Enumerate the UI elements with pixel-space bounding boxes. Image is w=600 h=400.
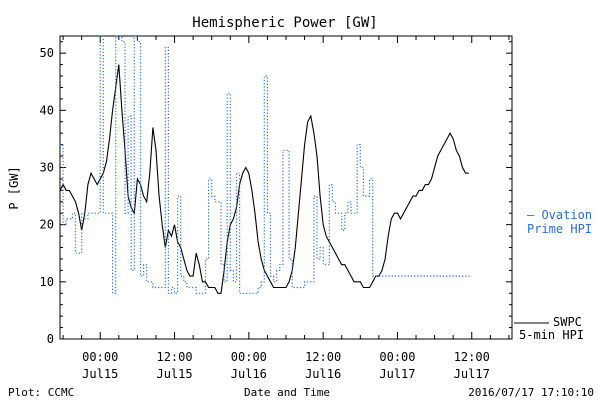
legend-ovation-line2: Prime HPI bbox=[527, 222, 592, 236]
legend: — Ovation Prime HPI SWPC 5-min HPI bbox=[514, 208, 592, 342]
x-tick-time: 00:00 bbox=[82, 350, 118, 364]
series-layer bbox=[59, 35, 472, 294]
footer-plot-credit: Plot: CCMC bbox=[8, 386, 74, 399]
x-tick-time: 00:00 bbox=[231, 350, 267, 364]
x-tick-date: Jul17 bbox=[454, 367, 490, 381]
y-axis-label: P [GW] bbox=[7, 166, 21, 209]
y-tick-label: 10 bbox=[40, 275, 54, 289]
x-tick-time: 00:00 bbox=[379, 350, 415, 364]
x-axis: 00:00 Jul15 12:00 Jul15 00:00 Jul16 12:00 Jul16… bbox=[62, 36, 510, 381]
y-tick-label: 40 bbox=[40, 103, 54, 117]
x-tick-date: Jul17 bbox=[379, 367, 415, 381]
footer-timestamp: 2016/07/17 17:10:10 bbox=[468, 386, 594, 399]
y-tick-label: 30 bbox=[40, 160, 54, 174]
y-axis: 0 10 20 30 40 50 bbox=[40, 41, 512, 346]
legend-swpc-line1: SWPC bbox=[553, 315, 582, 329]
y-tick-label: 0 bbox=[47, 332, 54, 346]
y-tick-label: 20 bbox=[40, 218, 54, 232]
y-tick-label: 50 bbox=[40, 46, 54, 60]
x-tick-time: 12:00 bbox=[454, 350, 490, 364]
x-axis-label: Date and Time bbox=[244, 386, 330, 399]
x-tick-date: Jul15 bbox=[156, 367, 192, 381]
series-ovation-prime-line bbox=[60, 35, 472, 294]
x-tick-date: Jul16 bbox=[305, 367, 341, 381]
legend-swpc-line2: 5-min HPI bbox=[519, 328, 584, 342]
legend-ovation-line1: — Ovation bbox=[527, 208, 592, 222]
x-tick-date: Jul16 bbox=[231, 367, 267, 381]
x-tick-date: Jul15 bbox=[82, 367, 118, 381]
x-tick-time: 12:00 bbox=[156, 350, 192, 364]
chart-title: Hemispheric Power [GW] bbox=[192, 15, 377, 31]
x-tick-time: 12:00 bbox=[305, 350, 341, 364]
series-swpc-line bbox=[59, 64, 469, 294]
